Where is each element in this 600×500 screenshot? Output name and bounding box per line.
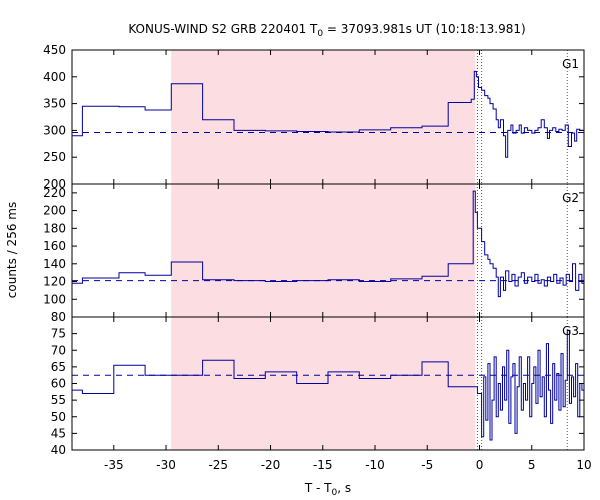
y-tick-label: 180 [43, 221, 66, 235]
y-tick-label: 120 [43, 275, 66, 289]
y-tick-label: 200 [43, 177, 66, 191]
series-g3 [72, 329, 584, 441]
y-tick-label: 65 [51, 360, 66, 374]
x-tick-label: -35 [104, 458, 124, 472]
panels-group: 200 250 300 350 400 450 G1 80 100 120 140 160 180 200… [43, 43, 585, 457]
panel-label-g3: G3 [562, 324, 579, 338]
y-tick-label: 60 [51, 377, 66, 391]
y-tick-label: 400 [43, 70, 66, 84]
y-tick-label: 140 [43, 257, 66, 271]
y-tick-label: 300 [43, 123, 66, 137]
series-g2 [72, 190, 584, 298]
y-tick-label: 55 [51, 393, 66, 407]
shaded-interval [171, 184, 476, 317]
x-tick-label: -5 [421, 458, 433, 472]
x-tick-label: 5 [528, 458, 536, 472]
panel-label-g1: G1 [562, 57, 579, 71]
y-tick-label: 250 [43, 150, 66, 164]
y-axis-label: counts / 256 ms [5, 202, 19, 298]
y-tick-label: 450 [43, 43, 66, 57]
x-tick-label: -25 [208, 458, 228, 472]
x-tick-label: -20 [261, 458, 281, 472]
panel-label-g2: G2 [562, 191, 579, 205]
y-tick-label: 100 [43, 292, 66, 306]
y-tick-label: 70 [51, 343, 66, 357]
x-tick-label: 0 [476, 458, 484, 472]
panel-g3: 40 45 50 55 60 65 70 75 G3 [51, 316, 585, 457]
y-tick-label: 160 [43, 239, 66, 253]
x-tick-label: -15 [313, 458, 333, 472]
y-tick-label: 50 [51, 410, 66, 424]
y-tick-label: 200 [43, 204, 66, 218]
y-tick-label: 75 [51, 327, 66, 341]
shaded-interval [171, 50, 476, 184]
chart-title: KONUS-WIND S2 GRB 220401 T0 = 37093.981s… [128, 22, 525, 39]
x-tick-label: -30 [156, 458, 176, 472]
x-tick-label: 10 [576, 458, 591, 472]
y-tick-label: 40 [51, 443, 66, 457]
y-tick-label: 220 [43, 186, 66, 200]
x-tick-labels: -35 -30 -25 -20 -15 -10 -5 0 5 10 [104, 458, 592, 472]
series-g1 [72, 70, 584, 158]
panel-g2: 80 100 120 140 160 180 200 220 G2 [43, 183, 585, 324]
x-tick-label: -10 [365, 458, 385, 472]
panel-g1: 200 250 300 350 400 450 G1 [43, 43, 585, 191]
x-axis-label: T - T0, s [304, 481, 351, 498]
y-tick-label: 350 [43, 97, 66, 111]
y-tick-label: 45 [51, 426, 66, 440]
y-tick-label: 80 [51, 310, 66, 324]
